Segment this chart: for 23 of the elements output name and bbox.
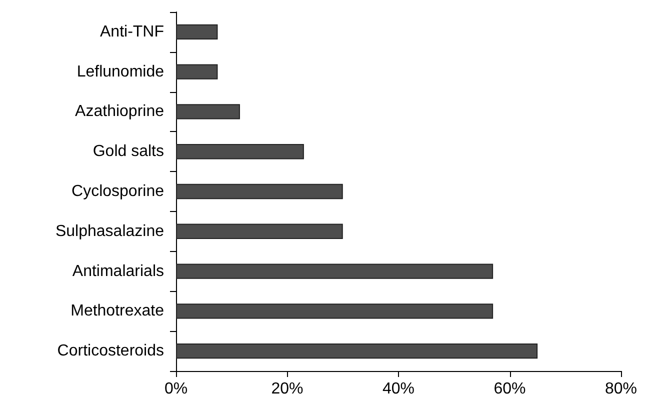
bar: [176, 104, 240, 120]
y-tick-label: Azathioprine: [75, 103, 164, 120]
y-tick-label: Anti-TNF: [100, 23, 164, 40]
bar: [176, 24, 218, 40]
x-tick-label: 60%: [494, 380, 526, 398]
x-tick-label: 0%: [164, 380, 188, 398]
y-tick-label: Corticosteroids: [57, 342, 164, 360]
y-tick-label: Sulphasalazine: [55, 222, 164, 240]
y-tick-label: Leflunomide: [76, 63, 164, 80]
bar: [176, 144, 304, 160]
bar: [176, 343, 538, 359]
y-tick-label: Gold salts: [92, 143, 164, 160]
bar: [176, 64, 218, 80]
y-tick-label: Cyclosporine: [72, 183, 164, 200]
bar: [176, 184, 343, 200]
bar: [176, 264, 494, 279]
bar: [176, 224, 343, 239]
y-tick-label: Methotrexate: [70, 302, 164, 320]
bar: [176, 304, 494, 319]
y-tick-label: Antimalarials: [72, 262, 164, 280]
x-tick-label: 40%: [382, 380, 415, 398]
x-tick-label: 80%: [604, 380, 638, 398]
x-tick-label: 20%: [271, 380, 304, 398]
